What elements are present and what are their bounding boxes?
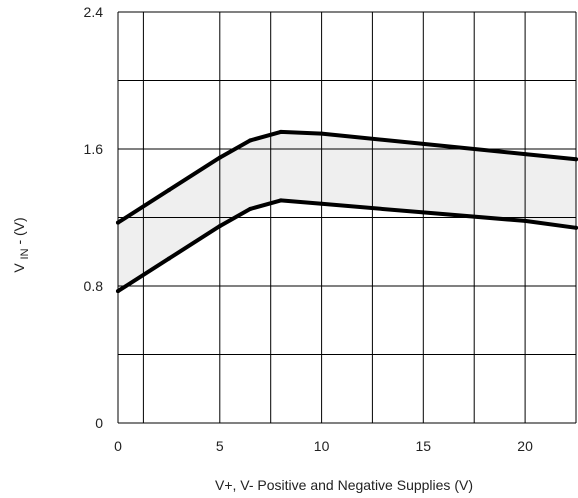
y-axis-title-main: V xyxy=(11,263,27,273)
y-tick-label: 1.6 xyxy=(84,141,104,157)
series-point-lower xyxy=(319,201,324,206)
series-point-lower xyxy=(116,289,120,294)
y-axis-title: V IN - (V) xyxy=(11,217,31,272)
y-tick-label: 0 xyxy=(95,415,103,431)
x-tick-label: 5 xyxy=(216,438,224,454)
series-point-lower xyxy=(523,218,528,223)
y-axis-title-subscript: IN xyxy=(19,248,31,259)
series-point-upper xyxy=(217,155,222,160)
series-point-lower xyxy=(574,225,578,230)
series-point-lower xyxy=(166,256,171,261)
band-area xyxy=(118,131,576,292)
y-axis-title-suffix: - (V) xyxy=(11,217,27,244)
x-tick-label: 0 xyxy=(114,438,122,454)
series-point-upper xyxy=(248,138,253,143)
x-tick-label: 15 xyxy=(416,438,432,454)
y-tick-label: 0.8 xyxy=(84,278,104,294)
band-layer xyxy=(118,131,576,292)
series-point-upper xyxy=(319,131,324,136)
series-point-lower xyxy=(421,210,426,215)
series-point-lower xyxy=(248,206,253,211)
x-tick-label: 20 xyxy=(517,438,533,454)
series-point-upper xyxy=(278,129,283,134)
series-point-upper xyxy=(166,188,171,193)
series-layer xyxy=(116,129,578,294)
series-point-upper xyxy=(523,152,528,157)
series-point-lower xyxy=(278,198,283,203)
tick-layer: 0 5 10 15 20 0 0.8 1.6 2.4 xyxy=(84,4,534,454)
series-point-upper xyxy=(574,157,578,162)
series-point-upper xyxy=(421,141,426,146)
series-point-upper xyxy=(116,220,120,225)
x-tick-label: 10 xyxy=(314,438,330,454)
x-axis-title: V+, V- Positive and Negative Supplies (V… xyxy=(215,477,473,493)
series-point-lower xyxy=(217,224,222,229)
y-tick-label: 2.4 xyxy=(84,4,104,20)
